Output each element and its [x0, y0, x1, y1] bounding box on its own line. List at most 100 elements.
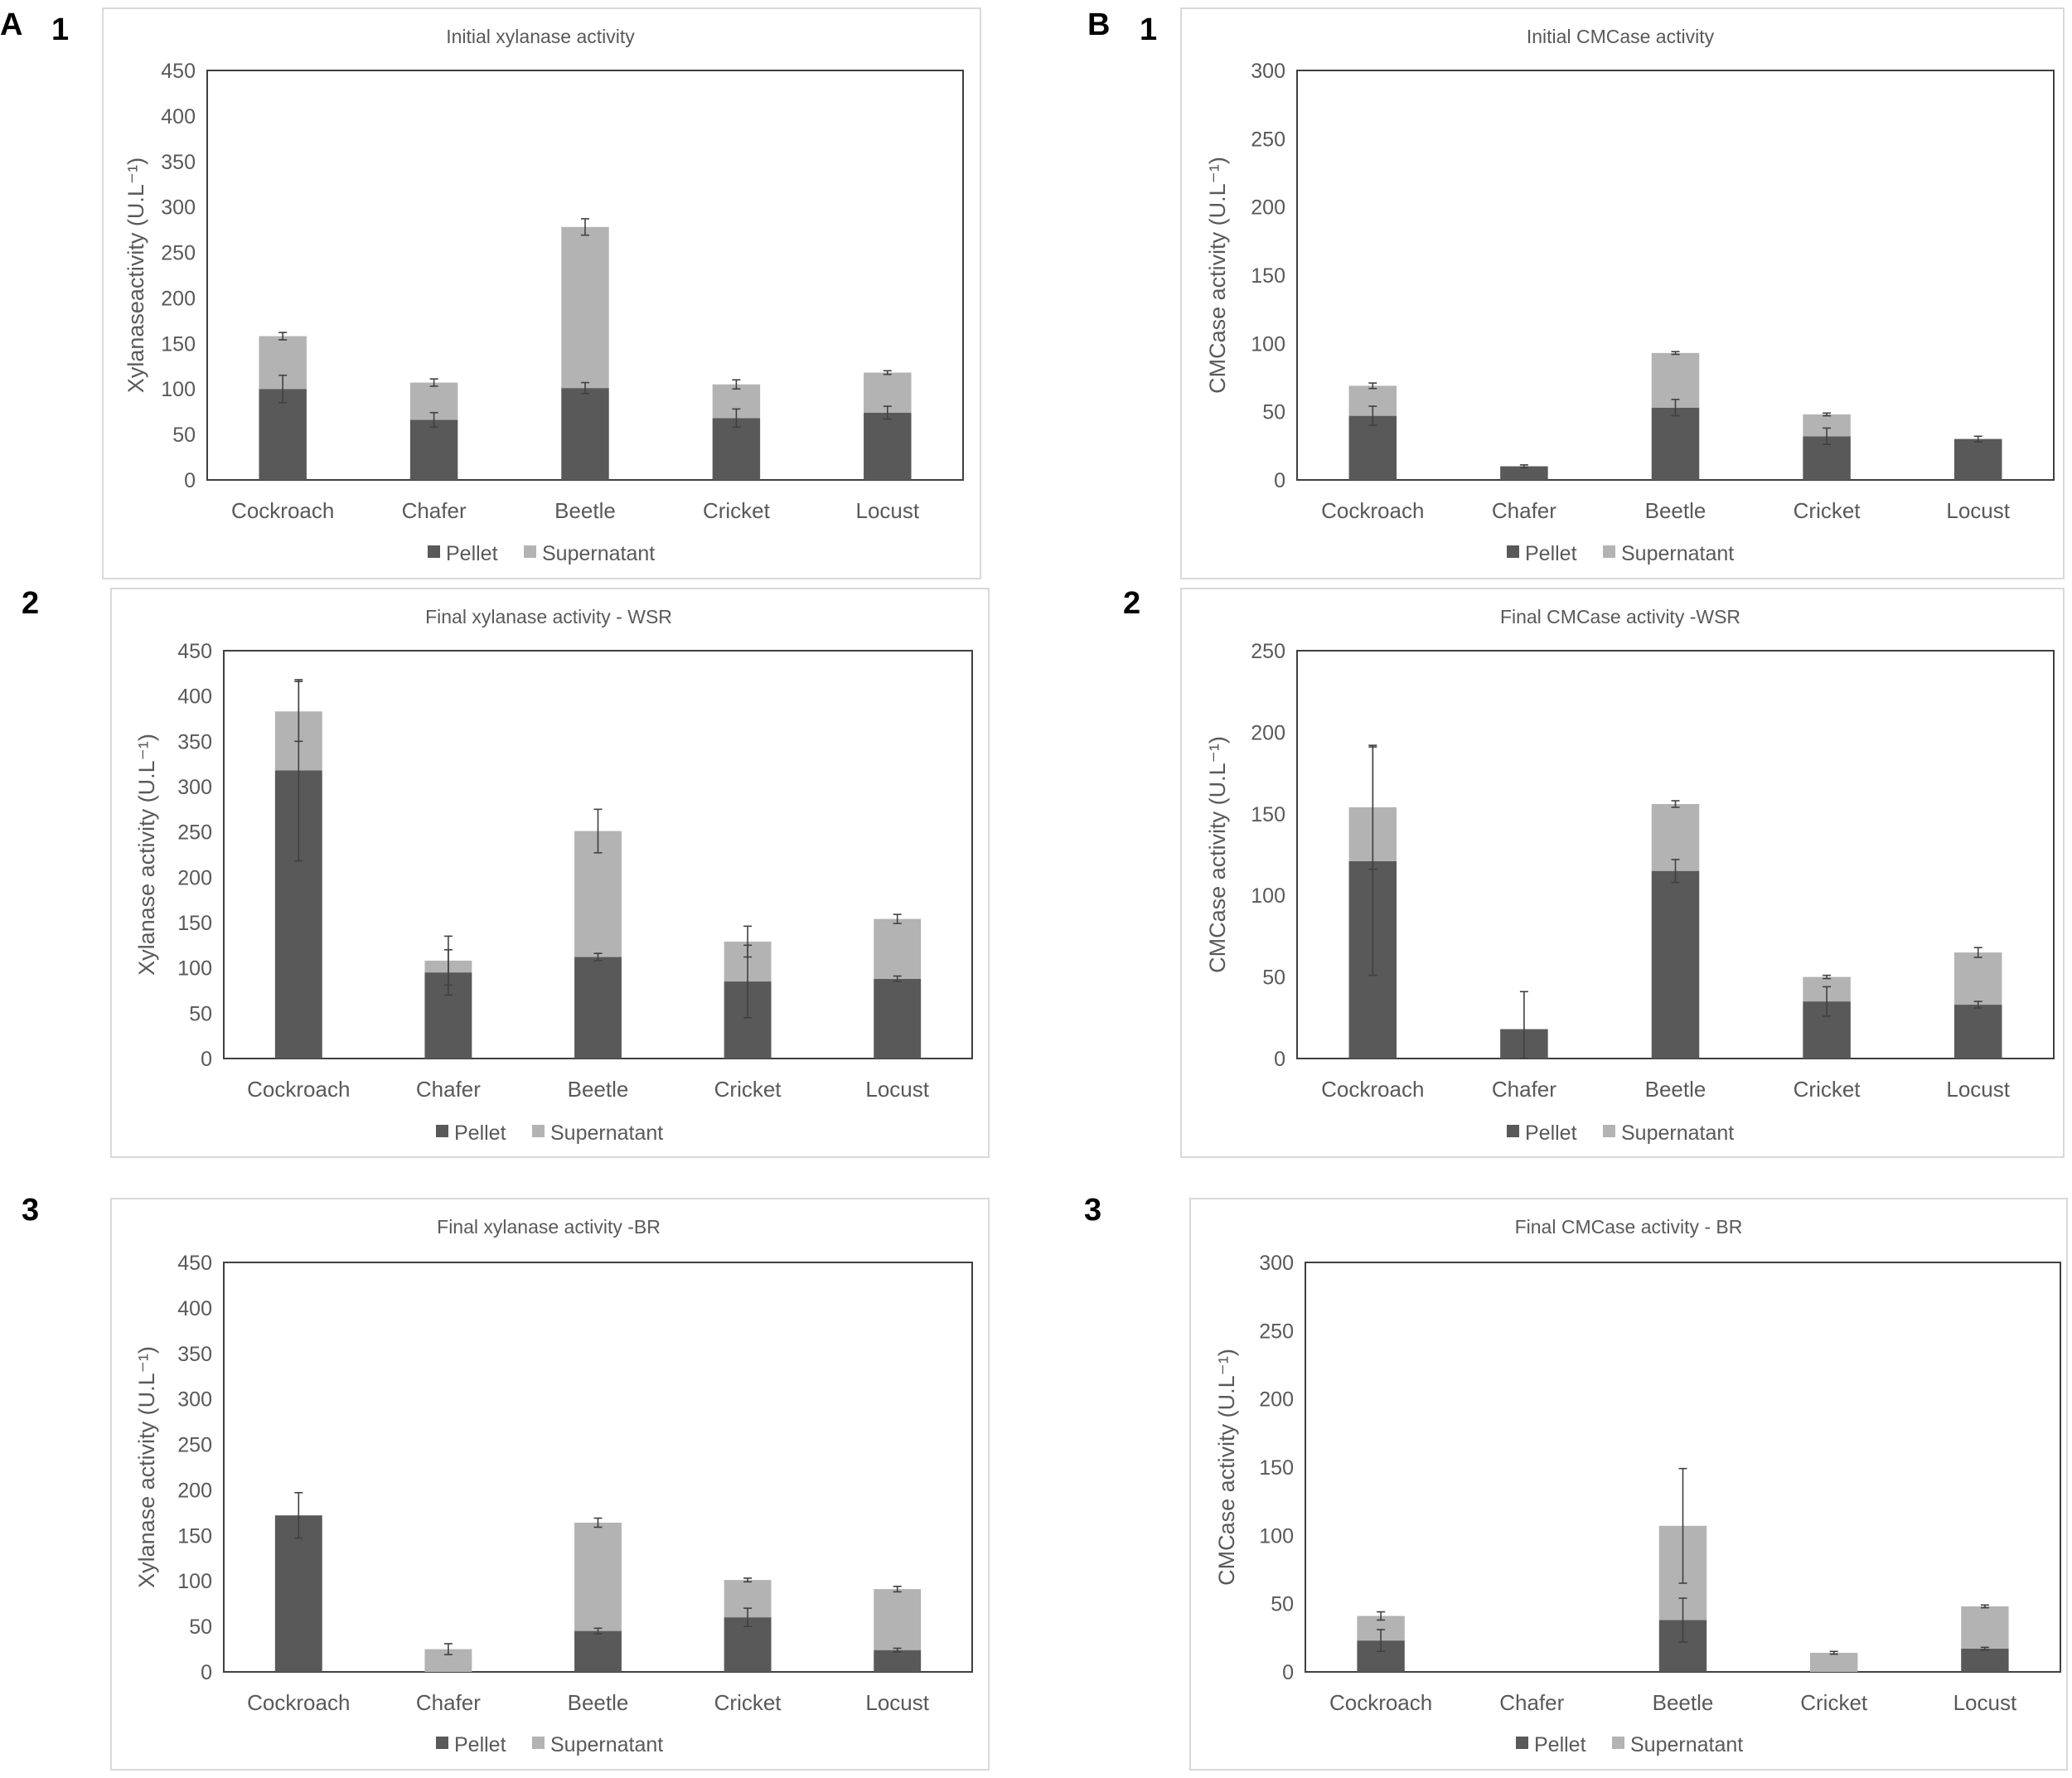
- legend-label-supernatant: Supernatant: [550, 1733, 663, 1756]
- y-tick-label: 200: [177, 866, 212, 889]
- y-tick-label: 0: [1274, 1048, 1285, 1071]
- x-tick-label: Cockroach: [247, 1077, 350, 1102]
- bar-pellet: [874, 1650, 922, 1672]
- y-tick-label: 450: [161, 60, 196, 83]
- x-tick-label: Cricket: [703, 498, 771, 523]
- y-tick-label: 100: [1259, 1524, 1294, 1548]
- x-tick-label: Chafer: [1492, 1077, 1556, 1102]
- y-tick-label: 400: [177, 1297, 212, 1320]
- panel-label-A1: 1: [51, 12, 69, 47]
- y-tick-label: 350: [161, 151, 196, 174]
- y-tick-label: 400: [161, 105, 196, 128]
- x-tick-label: Chafer: [1492, 498, 1556, 523]
- chart-marks: 0 50 100 150 200 250 300 Cockroach Chafer Beetle C…: [1251, 60, 2010, 523]
- bar-supernatant: [561, 226, 609, 389]
- y-tick-label: 250: [177, 821, 212, 845]
- chart-B1: Initial CMCase activity CMCase activity …: [1180, 7, 2065, 579]
- x-tick-label: Beetle: [568, 1077, 629, 1102]
- chart-A3: Final xylanase activity -BR Xylanase act…: [110, 1198, 990, 1771]
- y-tick-label: 300: [177, 776, 212, 799]
- y-tick-label: 300: [177, 1388, 212, 1412]
- legend-swatch-pellet: [1507, 1125, 1519, 1137]
- x-tick-label: Cricket: [1794, 498, 1861, 523]
- chart-frame: [102, 7, 981, 579]
- chart-title: Initial CMCase activity: [1527, 26, 1715, 47]
- legend-swatch-pellet: [436, 1125, 448, 1137]
- y-axis-title: CMCase activity (U.L⁻¹): [1214, 1349, 1239, 1586]
- y-tick-label: 150: [1251, 264, 1285, 288]
- x-tick-label: Locust: [855, 498, 919, 523]
- legend-swatch-supernatant: [524, 545, 536, 558]
- legend-swatch-supernatant: [1603, 1125, 1615, 1137]
- y-tick-label: 0: [201, 1661, 212, 1684]
- y-tick-label: 100: [1251, 884, 1285, 908]
- x-tick-label: Beetle: [1653, 1690, 1714, 1715]
- bar-pellet: [574, 957, 622, 1059]
- y-tick-label: 250: [1259, 1320, 1294, 1343]
- y-axis-title: CMCase activity (U.L⁻¹): [1205, 736, 1230, 973]
- y-tick-label: 150: [1251, 803, 1285, 826]
- bar-pellet: [274, 1515, 322, 1672]
- legend: Pellet Supernatant: [1507, 1122, 1734, 1145]
- panel-label-B1: 1: [1140, 12, 1157, 47]
- y-tick-label: 200: [177, 1479, 212, 1502]
- bar-pellet: [874, 978, 922, 1059]
- legend-label-supernatant: Supernatant: [1621, 542, 1734, 565]
- bar-supernatant: [1961, 1606, 2009, 1650]
- y-tick-label: 300: [161, 196, 196, 220]
- x-tick-label: Chafer: [416, 1690, 481, 1715]
- y-tick-label: 300: [1259, 1252, 1294, 1275]
- chart-title: Final xylanase activity - WSR: [425, 606, 672, 627]
- y-tick-label: 250: [177, 1434, 212, 1457]
- legend-swatch-supernatant: [532, 1125, 545, 1137]
- y-tick-label: 350: [177, 730, 212, 753]
- panel-label-A3: 3: [22, 1193, 39, 1228]
- bar-pellet: [1651, 407, 1700, 480]
- legend-label-pellet: Pellet: [1525, 1122, 1577, 1145]
- y-tick-label: 200: [1251, 721, 1285, 744]
- chart-B2: Final CMCase activity -WSR CMCase activi…: [1180, 588, 2065, 1158]
- y-axis-title: Xylanaseactivity (U.L⁻¹): [123, 157, 148, 393]
- x-tick-label: Locust: [865, 1077, 929, 1102]
- y-axis-title: Xylanase activity (U.L⁻¹): [134, 734, 159, 976]
- legend-swatch-supernatant: [1612, 1737, 1624, 1749]
- x-tick-label: Cockroach: [247, 1690, 350, 1715]
- x-tick-label: Beetle: [1645, 498, 1706, 523]
- y-tick-label: 0: [1282, 1661, 1294, 1684]
- legend: Pellet Supernatant: [436, 1733, 663, 1756]
- bar-pellet: [1348, 415, 1397, 480]
- chart-title: Final CMCase activity - BR: [1515, 1216, 1743, 1238]
- y-tick-label: 50: [172, 424, 196, 447]
- y-tick-label: 0: [1274, 469, 1285, 492]
- legend: Pellet Supernatant: [1516, 1733, 1743, 1756]
- y-tick-label: 400: [177, 686, 212, 709]
- bar-supernatant: [1651, 352, 1700, 408]
- y-tick-label: 0: [184, 469, 196, 492]
- y-tick-label: 50: [189, 1616, 212, 1639]
- bar-pellet: [259, 389, 307, 480]
- x-tick-label: Cricket: [714, 1077, 782, 1102]
- y-tick-label: 150: [1259, 1456, 1294, 1480]
- chart-title: Final xylanase activity -BR: [437, 1216, 661, 1238]
- chart-frame: [1189, 1198, 2068, 1771]
- chart-frame: [1180, 7, 2065, 579]
- legend-swatch-supernatant: [532, 1737, 545, 1749]
- y-tick-label: 300: [1251, 60, 1285, 83]
- y-tick-label: 250: [1251, 640, 1285, 663]
- legend-label-supernatant: Supernatant: [1621, 1122, 1734, 1145]
- chart-marks: 0 50 100 150 200 250 300 Cockroach Chafer Beetle C…: [1259, 1252, 2017, 1715]
- legend: Pellet Supernatant: [1507, 542, 1734, 565]
- panel-label-A2: 2: [22, 586, 39, 621]
- chart-frame: [110, 588, 990, 1158]
- y-tick-label: 150: [161, 332, 196, 356]
- chart-frame: [110, 1198, 990, 1771]
- x-tick-label: Cockroach: [1321, 498, 1424, 523]
- x-tick-label: Beetle: [1645, 1077, 1706, 1102]
- bar-supernatant: [874, 1589, 922, 1650]
- chart-title: Final CMCase activity -WSR: [1500, 606, 1740, 627]
- chart-B3: Final CMCase activity - BR CMCase activi…: [1189, 1198, 2068, 1771]
- bar-pellet: [1961, 1649, 2009, 1672]
- legend-label-supernatant: Supernatant: [550, 1122, 663, 1145]
- x-tick-label: Cricket: [714, 1690, 782, 1715]
- bar-supernatant: [1810, 1652, 1858, 1672]
